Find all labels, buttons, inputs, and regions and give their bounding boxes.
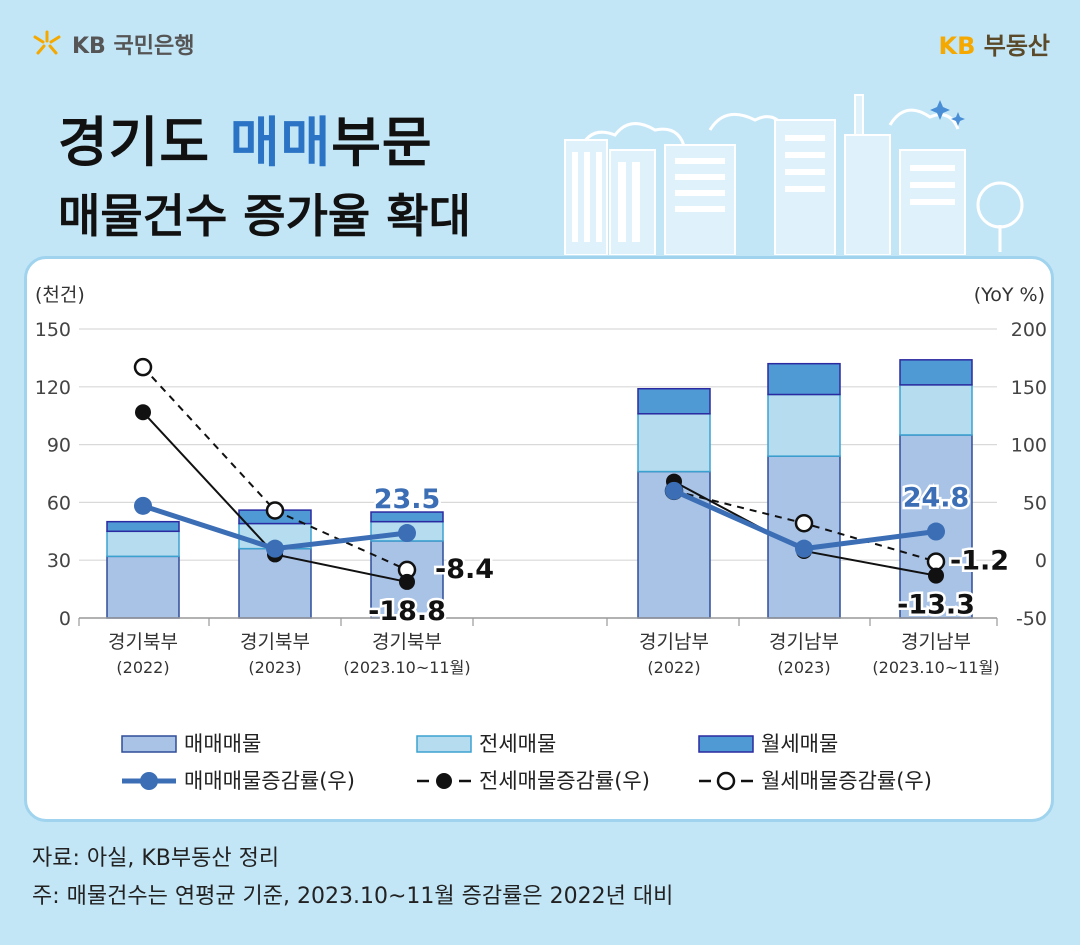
series-point (134, 496, 152, 515)
grid (79, 328, 997, 561)
series-point (398, 524, 416, 543)
bar-segment (370, 511, 444, 523)
left-tick-label: 0 (59, 608, 71, 630)
data-label: 23.5 (374, 484, 441, 515)
bars (106, 359, 973, 619)
bar-segment (899, 384, 973, 436)
bar-segment (767, 362, 841, 396)
legend-label: 전세매물 (479, 732, 556, 756)
category-period-label: (2023.10~11월) (343, 658, 470, 677)
bar-segment (899, 359, 973, 386)
right-tick-label: 0 (1035, 550, 1047, 572)
series-point (399, 573, 415, 590)
category-label: 경기남부 (639, 631, 709, 653)
axes: 150 120 90 60 30 0 200 150 100 50 0 -50 (천건) (YoY %) 경… (35, 284, 1047, 677)
right-tick-label: -50 (1016, 608, 1047, 630)
category-label: 경기남부 (901, 631, 971, 653)
series-point (665, 481, 683, 500)
series-point (794, 513, 814, 533)
kb-real-estate-logo: KB 부동산 (939, 26, 1051, 61)
data-labels: 23.5 -8.4 -18.8 24.8 -1.2 -13.3 (366, 480, 1012, 629)
category-label: 경기북부 (240, 631, 310, 653)
category-period-label: (2023) (248, 658, 301, 677)
footnote: 주: 매물건수는 연평균 기준, 2023.10~11월 증감률은 2022년 … (32, 884, 674, 909)
legend-label: 매매매물증감률(우) (184, 769, 355, 793)
right-tick-label: 50 (1023, 492, 1047, 514)
kb-kookmin-bank-logo: KB 국민은행 (30, 28, 194, 60)
bar-segment (637, 387, 711, 415)
category-label: 경기북부 (108, 631, 178, 653)
bank-name: KB 국민은행 (72, 34, 195, 59)
data-label: -18.8 (368, 596, 446, 627)
bar-segment (637, 413, 711, 473)
bar-segment (106, 530, 180, 558)
series-point (926, 552, 946, 571)
series-point (135, 404, 151, 421)
bar-segment (106, 555, 180, 619)
chart-card: 150 120 90 60 30 0 200 150 100 50 0 -50 (천건) (YoY %) 경… (24, 256, 1054, 822)
legend-marker (716, 771, 736, 791)
right-tick-label: 150 (1011, 377, 1047, 399)
legend-label: 월세매물 (761, 732, 838, 756)
bar-segment (767, 393, 841, 457)
lines (133, 357, 946, 590)
brand-kb: KB (938, 32, 976, 60)
series-point (266, 539, 284, 558)
right-axis-unit: (YoY %) (974, 284, 1045, 306)
data-label: -13.3 (897, 590, 975, 621)
left-axis-unit: (천건) (35, 284, 85, 306)
data-label: -8.4 (435, 554, 494, 585)
bar-segment (106, 520, 180, 533)
legend-label: 월세매물증감률(우) (761, 769, 932, 793)
category-label: 경기남부 (769, 631, 839, 653)
category-period-label: (2023.10~11월) (872, 658, 999, 677)
legend-marker (140, 772, 158, 790)
legend-label: 매매매물 (184, 732, 261, 756)
series-point (928, 567, 944, 584)
data-label: 24.8 (903, 483, 970, 514)
series-point (927, 522, 945, 541)
series-line (142, 366, 408, 571)
series-point (265, 501, 285, 520)
series-point (795, 539, 813, 558)
right-tick-label: 200 (1011, 319, 1047, 341)
category-period-label: (2022) (647, 658, 700, 677)
title-line1: 경기도 매매부문 (58, 111, 433, 174)
brand-name: 부동산 (983, 32, 1050, 60)
chart: 150 120 90 60 30 0 200 150 100 50 0 -50 (천건) (YoY %) 경… (35, 284, 1047, 793)
legend-label: 전세매물증감률(우) (479, 769, 650, 793)
city-skyline-illustration (564, 94, 1024, 255)
star-logo-icon (33, 30, 61, 55)
legend-swatch (121, 735, 177, 753)
left-tick-label: 150 (35, 319, 71, 341)
category-period-label: (2022) (116, 658, 169, 677)
category-label: 경기북부 (372, 631, 442, 653)
title-line2: 매물건수 증가율 확대 (58, 189, 471, 243)
series-point (133, 357, 153, 377)
source-note: 자료: 아실, KB부동산 정리 (32, 846, 280, 871)
data-label: -1.2 (950, 546, 1009, 577)
left-tick-label: 90 (47, 435, 71, 457)
legend-marker (436, 773, 452, 789)
left-tick-label: 60 (47, 492, 71, 514)
left-tick-label: 120 (35, 377, 71, 399)
legend-swatch (698, 735, 754, 753)
left-tick-label: 30 (47, 550, 71, 572)
legend-swatch (416, 735, 472, 753)
right-tick-label: 100 (1011, 435, 1047, 457)
category-period-label: (2023) (777, 658, 830, 677)
